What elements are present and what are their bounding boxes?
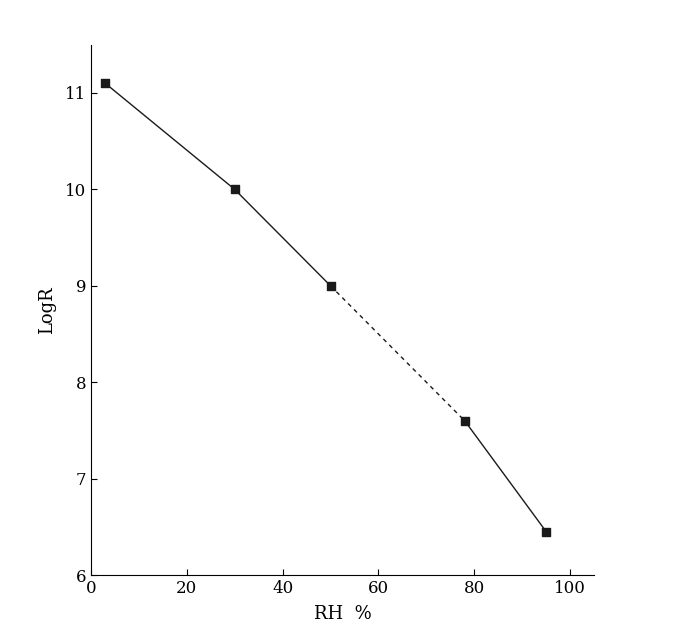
X-axis label: RH  %: RH % [314,605,371,623]
Point [325,281,336,291]
Point [229,184,240,194]
Point [540,527,552,537]
Point [459,416,470,426]
Y-axis label: LogR: LogR [38,286,57,334]
Point [100,78,111,88]
